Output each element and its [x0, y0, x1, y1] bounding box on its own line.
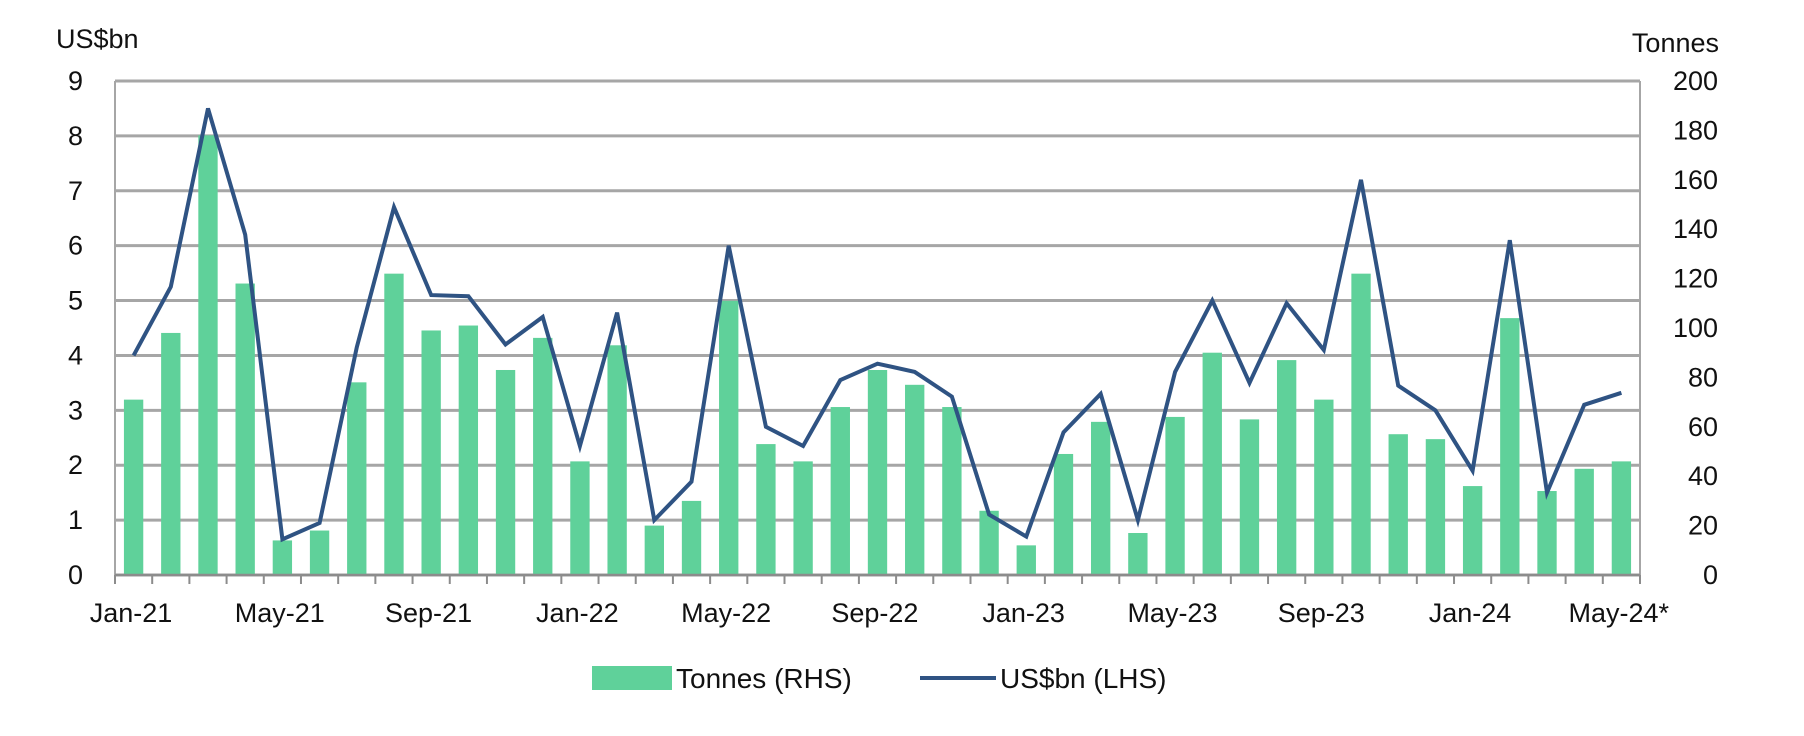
x-tick-label: Sep-22 — [831, 598, 918, 628]
tonnes-bar — [123, 399, 144, 575]
x-tick-label: Sep-23 — [1278, 598, 1365, 628]
tonnes-bar — [1351, 273, 1371, 575]
tonnes-bar — [644, 525, 664, 575]
legend-label-tonnes: Tonnes (RHS) — [676, 663, 852, 694]
tonnes-bar — [979, 510, 999, 575]
tonnes-bar — [1611, 461, 1632, 575]
tonnes-bar — [1239, 419, 1260, 575]
left-tick-label: 9 — [68, 66, 83, 96]
tonnes-bar — [272, 540, 293, 575]
tonnes-bar — [830, 407, 850, 575]
left-tick-label: 0 — [68, 560, 83, 590]
tonnes-bar — [384, 273, 404, 575]
tonnes-bar — [1500, 318, 1520, 575]
tonnes-bar — [1314, 399, 1334, 575]
tonnes-bar — [1016, 545, 1036, 575]
tonnes-bar — [719, 300, 739, 575]
left-axis-label: US$bn — [56, 24, 139, 54]
tick-labels: 0 1 2 3 4 5 6 7 8 9 0 20 40 60 80 100 120 140 160 180 200 Jan… — [68, 66, 1718, 628]
axes — [114, 81, 1641, 584]
tonnes-bar — [793, 461, 813, 575]
tonnes-bar — [1276, 360, 1297, 575]
x-tick-label: Jan-24 — [1429, 598, 1512, 628]
tonnes-bar — [198, 135, 218, 575]
usbn-line-series — [131, 107, 1623, 543]
right-tick-label: 40 — [1688, 461, 1718, 491]
left-tick-label: 8 — [68, 121, 83, 151]
tonnes-bar — [495, 369, 516, 575]
tonnes-bar — [570, 461, 590, 575]
x-tick-label: Jan-21 — [90, 598, 173, 628]
tonnes-bar — [1462, 486, 1483, 575]
tonnes-bar — [681, 500, 702, 575]
tonnes-bar — [421, 330, 441, 575]
tonnes-bar — [235, 283, 255, 575]
tonnes-bar — [942, 407, 962, 575]
tonnes-bar — [1537, 491, 1557, 575]
x-tick-label: May-21 — [235, 598, 325, 628]
right-axis-label: Tonnes — [1632, 28, 1719, 58]
tonnes-bar — [347, 382, 367, 575]
tonnes-bar — [458, 325, 479, 575]
right-tick-label: 0 — [1703, 560, 1718, 590]
tonnes-bar — [1425, 439, 1446, 575]
right-tick-label: 200 — [1673, 66, 1718, 96]
tonnes-bar — [756, 444, 776, 575]
right-tick-label: 120 — [1673, 264, 1718, 294]
right-tick-label: 180 — [1673, 115, 1718, 145]
left-tick-label: 5 — [68, 286, 83, 316]
tonnes-bar — [1574, 468, 1594, 575]
x-tick-label: May-22 — [681, 598, 771, 628]
right-tick-label: 80 — [1688, 362, 1718, 392]
tonnes-bar — [161, 332, 181, 575]
left-tick-label: 1 — [68, 505, 83, 535]
tonnes-bar — [1128, 533, 1148, 575]
tonnes-bar — [1388, 434, 1408, 575]
legend-bar-swatch — [592, 666, 672, 690]
tonnes-bar — [1202, 352, 1222, 575]
usbn-line — [131, 107, 1623, 543]
x-tick-label: Jan-22 — [536, 598, 619, 628]
left-tick-label: 7 — [68, 176, 83, 206]
right-tick-label: 160 — [1673, 165, 1718, 195]
right-tick-label: 140 — [1673, 214, 1718, 244]
left-tick-label: 4 — [68, 340, 83, 370]
tonnes-bar — [1165, 416, 1185, 575]
x-tick-label: Sep-21 — [385, 598, 472, 628]
tonnes-bar — [533, 337, 553, 575]
tonnes-bar — [309, 530, 330, 575]
x-tick-label: May-24* — [1569, 598, 1670, 628]
x-tick-label: May-23 — [1127, 598, 1217, 628]
right-tick-label: 20 — [1688, 511, 1718, 541]
legend-label-usbn: US$bn (LHS) — [1000, 663, 1167, 694]
tonnes-bar — [1091, 421, 1111, 575]
tonnes-bars — [123, 135, 1632, 575]
left-tick-label: 3 — [68, 395, 83, 425]
left-tick-label: 6 — [68, 231, 83, 261]
right-tick-label: 60 — [1688, 412, 1718, 442]
tonnes-bar — [905, 384, 925, 575]
right-tick-label: 100 — [1673, 313, 1718, 343]
tonnes-bar — [607, 345, 627, 575]
legend: Tonnes (RHS) US$bn (LHS) — [592, 663, 1167, 694]
x-tick-label: Jan-23 — [982, 598, 1065, 628]
tonnes-bar — [1053, 453, 1074, 575]
left-tick-label: 2 — [68, 450, 83, 480]
tonnes-bar — [867, 369, 888, 575]
